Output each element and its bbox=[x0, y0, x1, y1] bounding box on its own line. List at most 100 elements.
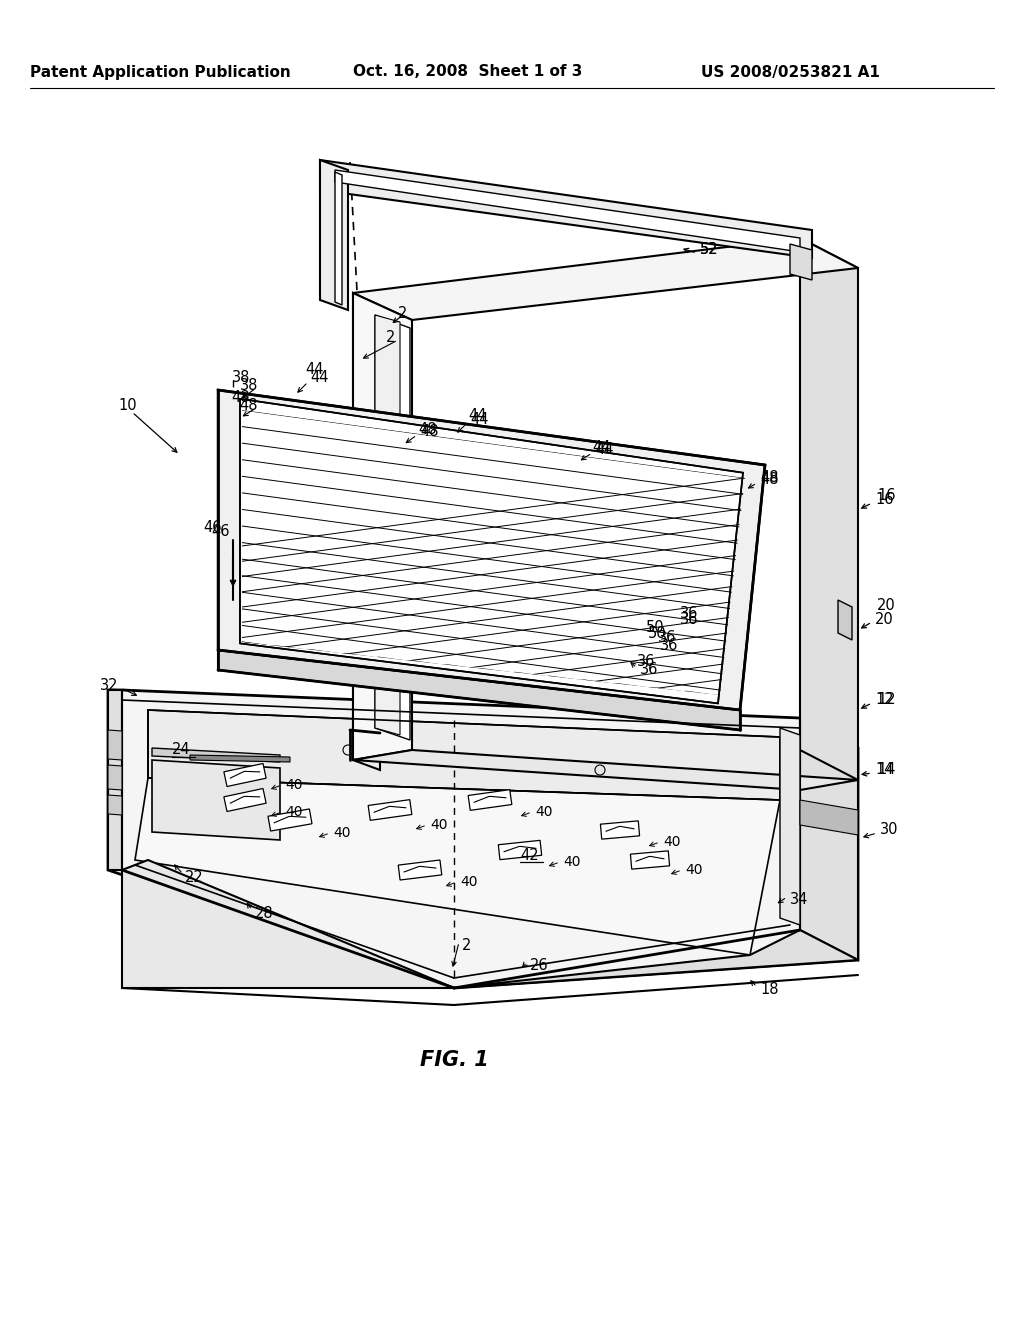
Polygon shape bbox=[122, 861, 454, 987]
Text: 40: 40 bbox=[663, 836, 681, 849]
Text: 46: 46 bbox=[204, 520, 222, 536]
Polygon shape bbox=[240, 399, 743, 704]
Text: 2: 2 bbox=[398, 305, 408, 321]
Text: 48: 48 bbox=[231, 391, 250, 405]
Text: 46: 46 bbox=[212, 524, 230, 540]
Text: 48: 48 bbox=[760, 473, 778, 487]
Text: 40: 40 bbox=[333, 826, 350, 840]
Text: 14: 14 bbox=[874, 763, 894, 777]
Polygon shape bbox=[224, 788, 266, 812]
Text: 52: 52 bbox=[700, 243, 719, 257]
Text: 44: 44 bbox=[470, 412, 488, 428]
Text: 44: 44 bbox=[595, 442, 613, 458]
Polygon shape bbox=[838, 601, 852, 640]
Text: FIG. 1: FIG. 1 bbox=[420, 1049, 488, 1071]
Text: 52: 52 bbox=[700, 243, 719, 257]
Text: 40: 40 bbox=[563, 855, 581, 869]
Polygon shape bbox=[353, 750, 858, 789]
Polygon shape bbox=[335, 170, 800, 252]
Polygon shape bbox=[135, 777, 780, 954]
Polygon shape bbox=[353, 293, 412, 760]
Text: 14: 14 bbox=[877, 763, 896, 777]
Text: 20: 20 bbox=[877, 598, 896, 612]
Polygon shape bbox=[108, 690, 858, 987]
Polygon shape bbox=[319, 160, 348, 310]
Text: US 2008/0253821 A1: US 2008/0253821 A1 bbox=[700, 65, 880, 79]
Text: 48: 48 bbox=[240, 397, 258, 412]
Text: 2: 2 bbox=[462, 937, 471, 953]
Text: 26: 26 bbox=[530, 957, 549, 973]
Text: 34: 34 bbox=[790, 892, 808, 908]
Text: 10: 10 bbox=[118, 397, 136, 412]
Text: 40: 40 bbox=[285, 777, 302, 792]
Polygon shape bbox=[152, 748, 280, 762]
Text: 18: 18 bbox=[760, 982, 778, 998]
Text: 42: 42 bbox=[520, 847, 539, 862]
Polygon shape bbox=[108, 795, 122, 814]
Polygon shape bbox=[190, 755, 290, 762]
Polygon shape bbox=[353, 238, 858, 319]
Polygon shape bbox=[108, 730, 122, 760]
Polygon shape bbox=[800, 238, 858, 780]
Text: 40: 40 bbox=[535, 805, 553, 818]
Polygon shape bbox=[375, 315, 410, 741]
Text: 44: 44 bbox=[468, 408, 486, 422]
Text: 36: 36 bbox=[637, 655, 655, 669]
Text: 50: 50 bbox=[646, 620, 665, 635]
Text: 32: 32 bbox=[99, 677, 118, 693]
Polygon shape bbox=[152, 760, 280, 840]
Text: 12: 12 bbox=[874, 693, 894, 708]
Text: 36: 36 bbox=[680, 612, 698, 627]
Polygon shape bbox=[800, 800, 858, 836]
Text: 50: 50 bbox=[648, 626, 667, 640]
Text: 24: 24 bbox=[172, 742, 190, 758]
Text: 22: 22 bbox=[185, 870, 204, 886]
Text: 38: 38 bbox=[240, 378, 258, 392]
Polygon shape bbox=[800, 718, 858, 960]
Text: 48: 48 bbox=[420, 425, 438, 440]
Text: 48: 48 bbox=[760, 470, 778, 486]
Text: Oct. 16, 2008  Sheet 1 of 3: Oct. 16, 2008 Sheet 1 of 3 bbox=[353, 65, 583, 79]
Polygon shape bbox=[319, 160, 812, 257]
Polygon shape bbox=[353, 293, 380, 770]
Polygon shape bbox=[224, 763, 266, 787]
Text: 38: 38 bbox=[231, 371, 250, 385]
Polygon shape bbox=[148, 710, 780, 800]
Polygon shape bbox=[790, 244, 812, 280]
Text: 40: 40 bbox=[285, 805, 302, 818]
Text: 44: 44 bbox=[592, 441, 610, 455]
Polygon shape bbox=[369, 800, 412, 820]
Polygon shape bbox=[398, 861, 441, 880]
Text: 40: 40 bbox=[430, 818, 447, 832]
Text: 16: 16 bbox=[874, 492, 894, 507]
Text: 36: 36 bbox=[658, 631, 677, 645]
Text: 30: 30 bbox=[880, 822, 898, 837]
Polygon shape bbox=[268, 809, 312, 832]
Text: 36: 36 bbox=[660, 638, 678, 652]
Text: 40: 40 bbox=[685, 863, 702, 876]
Text: 44: 44 bbox=[310, 371, 329, 385]
Polygon shape bbox=[499, 841, 542, 859]
Text: 28: 28 bbox=[255, 906, 273, 920]
Polygon shape bbox=[375, 315, 400, 735]
Polygon shape bbox=[335, 172, 342, 305]
Polygon shape bbox=[108, 766, 122, 789]
Text: 2: 2 bbox=[386, 330, 395, 346]
Text: 12: 12 bbox=[877, 693, 896, 708]
Text: 36: 36 bbox=[680, 606, 698, 622]
Polygon shape bbox=[468, 789, 512, 810]
Text: 48: 48 bbox=[418, 422, 436, 437]
Text: Patent Application Publication: Patent Application Publication bbox=[30, 65, 291, 79]
Polygon shape bbox=[218, 649, 740, 730]
Text: 44: 44 bbox=[305, 363, 324, 378]
Text: 16: 16 bbox=[877, 487, 896, 503]
Polygon shape bbox=[454, 931, 858, 987]
Text: 20: 20 bbox=[874, 612, 894, 627]
Polygon shape bbox=[218, 389, 765, 710]
Polygon shape bbox=[600, 821, 640, 840]
Text: 40: 40 bbox=[460, 875, 477, 888]
Polygon shape bbox=[108, 690, 122, 870]
Polygon shape bbox=[631, 851, 670, 869]
Polygon shape bbox=[780, 729, 800, 925]
Text: 36: 36 bbox=[640, 663, 658, 677]
